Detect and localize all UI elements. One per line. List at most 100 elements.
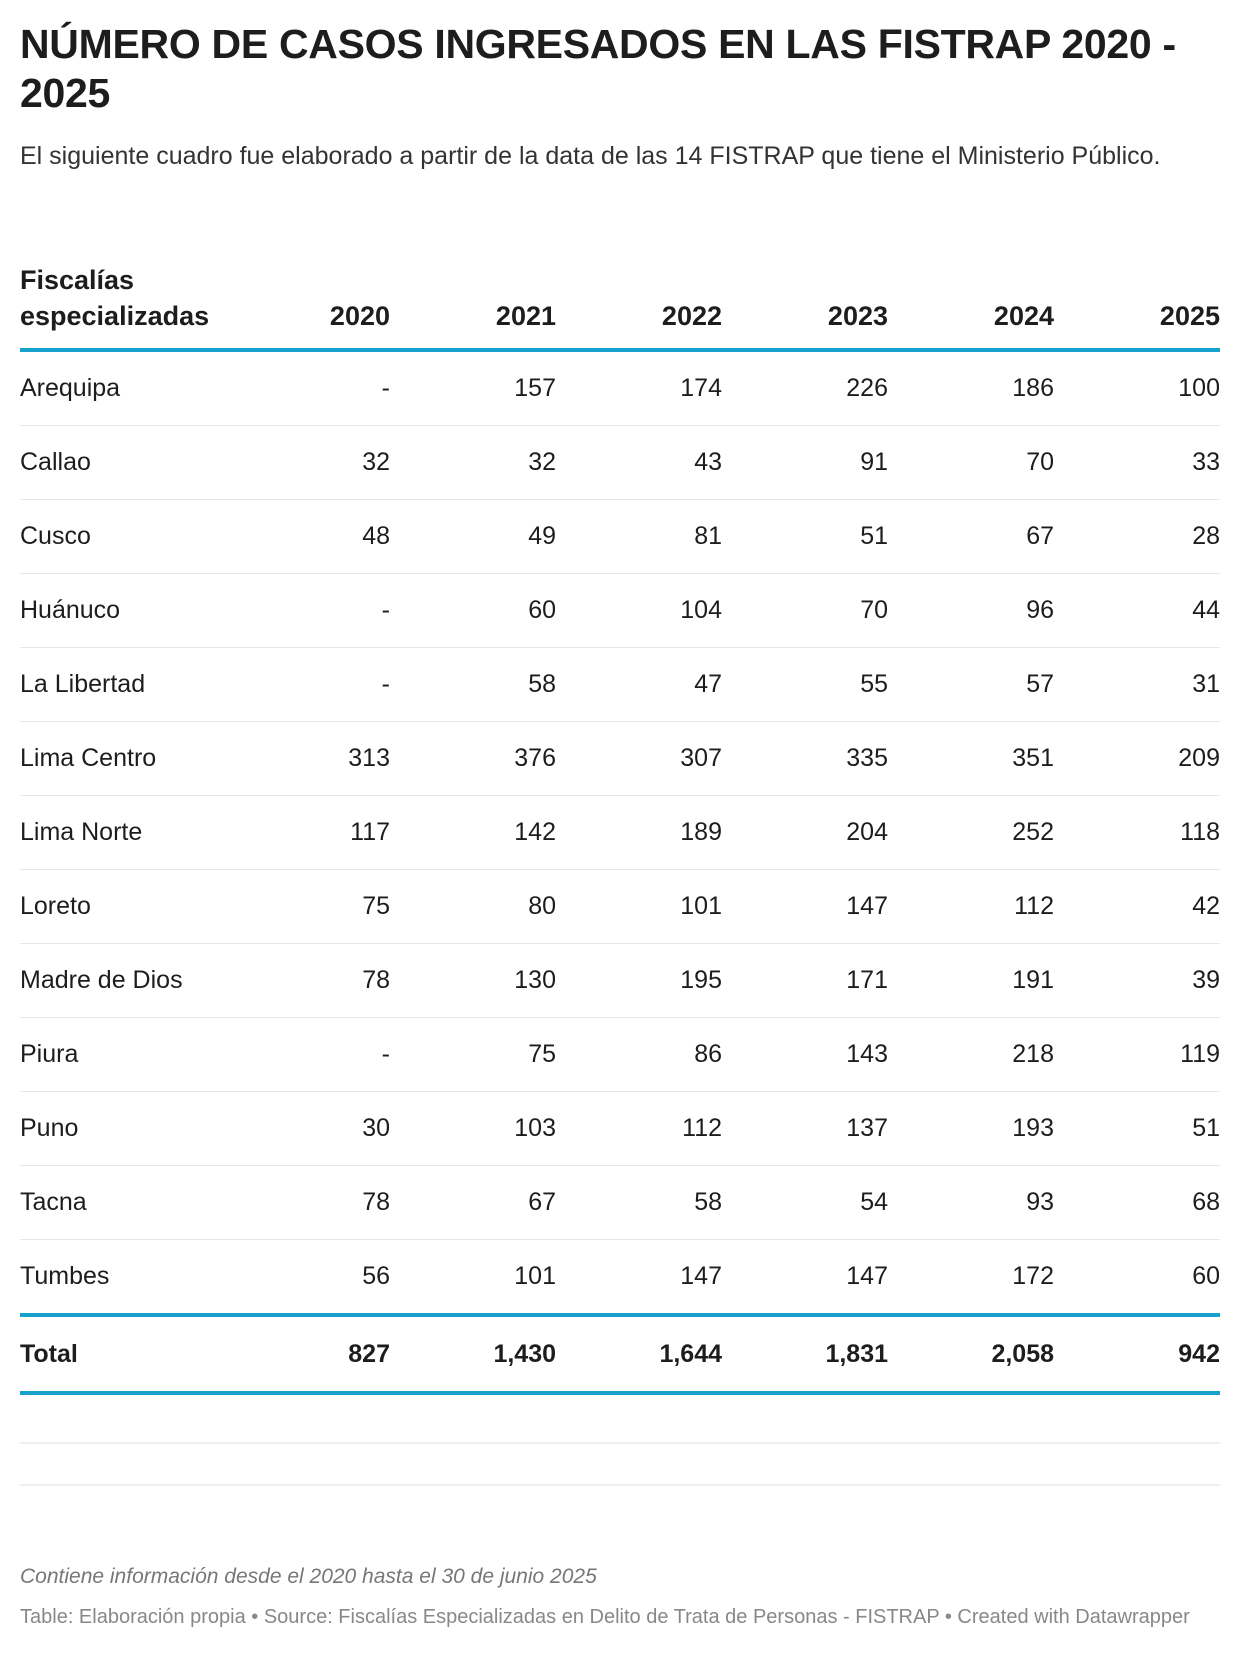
cell-value: 157 <box>390 350 556 426</box>
cell-value: 75 <box>224 869 390 944</box>
cell-value: 51 <box>1054 1091 1220 1166</box>
row-label: Arequipa <box>20 350 224 426</box>
cell-value: 252 <box>888 795 1054 870</box>
cell-value: 70 <box>888 425 1054 500</box>
cell-value: 60 <box>390 573 556 648</box>
cell-value: 51 <box>722 499 888 574</box>
cell-value: 81 <box>556 499 722 574</box>
cell-value: 189 <box>556 795 722 870</box>
row-label: Lima Centro <box>20 721 224 796</box>
empty-row-divider <box>20 1442 1220 1444</box>
column-header-year: 2025 <box>1054 262 1220 352</box>
header-row: Fiscalías especializadas 2020 2021 2022 2023… <box>20 262 1220 352</box>
cell-value: 172 <box>888 1239 1054 1317</box>
table-row: Puno 30 103 112 137 193 51 <box>20 1091 1220 1166</box>
table-row: Huánuco -60 104 70 96 44 <box>20 573 1220 648</box>
total-value: 942 <box>1054 1315 1220 1395</box>
cell-value: 47 <box>556 647 722 722</box>
page-title: NÚMERO DE CASOS INGRESADOS EN LAS FISTRA… <box>20 21 1176 116</box>
cell-value: 96 <box>888 573 1054 648</box>
cell-value: 101 <box>390 1239 556 1317</box>
cell-value: 78 <box>224 1165 390 1240</box>
cell-value: 60 <box>1054 1239 1220 1317</box>
cell-value: 193 <box>888 1091 1054 1166</box>
row-label: Huánuco <box>20 573 224 648</box>
table-row: La Libertad -58 47 55 57 31 <box>20 647 1220 722</box>
cell-value: - <box>224 1017 390 1092</box>
row-label: Callao <box>20 425 224 500</box>
total-value: 1,644 <box>556 1315 722 1395</box>
cell-value: 67 <box>390 1165 556 1240</box>
table-row: Tacna 78 67 58 54 93 68 <box>20 1165 1220 1240</box>
cell-value: 28 <box>1054 499 1220 574</box>
cell-value: 55 <box>722 647 888 722</box>
column-header-year: 2024 <box>888 262 1054 352</box>
cell-value: 32 <box>224 425 390 500</box>
column-header-year: 2022 <box>556 262 722 352</box>
cell-value: 335 <box>722 721 888 796</box>
table-row: Callao 32 32 43 91 70 33 <box>20 425 1220 500</box>
cell-value: - <box>224 647 390 722</box>
cell-value: 58 <box>556 1165 722 1240</box>
cell-value: 186 <box>888 350 1054 426</box>
total-value: 827 <box>224 1315 390 1395</box>
cell-value: 101 <box>556 869 722 944</box>
cell-value: - <box>224 350 390 426</box>
source-credit: Table: Elaboración propia • Source: Fisc… <box>20 1606 1190 1628</box>
cell-value: 42 <box>1054 869 1220 944</box>
cell-value: 56 <box>224 1239 390 1317</box>
table-row: Cusco 48 49 81 51 67 28 <box>20 499 1220 574</box>
cell-value: 91 <box>722 425 888 500</box>
row-label: Lima Norte <box>20 795 224 870</box>
table-row: Loreto 75 80 101 147 112 42 <box>20 869 1220 944</box>
table-row: Madre de Dios 78 130 195 171 191 39 <box>20 943 1220 1018</box>
cell-value: 376 <box>390 721 556 796</box>
cell-value: 49 <box>390 499 556 574</box>
table-row: Piura -75 86 143 218 119 <box>20 1017 1220 1092</box>
table-row: Arequipa -157 174 226 186 100 <box>20 350 1220 426</box>
cell-value: 209 <box>1054 721 1220 796</box>
row-label: Cusco <box>20 499 224 574</box>
cell-value: 32 <box>390 425 556 500</box>
footnote: Contiene información desde el 2020 hasta… <box>20 1565 597 1588</box>
cell-value: 130 <box>390 943 556 1018</box>
cell-value: 204 <box>722 795 888 870</box>
cell-value: 103 <box>390 1091 556 1166</box>
total-label: Total <box>20 1315 224 1395</box>
row-label: Madre de Dios <box>20 943 224 1018</box>
subtitle: El siguiente cuadro fue elaborado a part… <box>20 142 1161 170</box>
cell-value: 191 <box>888 943 1054 1018</box>
row-label: La Libertad <box>20 647 224 722</box>
cell-value: 100 <box>1054 350 1220 426</box>
data-table: Fiscalías especializadas 2020 2021 2022 2023… <box>20 262 1220 1395</box>
cell-value: 218 <box>888 1017 1054 1092</box>
cell-value: 142 <box>390 795 556 870</box>
column-header-year: 2021 <box>390 262 556 352</box>
cell-value: 112 <box>888 869 1054 944</box>
row-label: Tacna <box>20 1165 224 1240</box>
cell-value: 54 <box>722 1165 888 1240</box>
cell-value: 75 <box>390 1017 556 1092</box>
cell-value: 30 <box>224 1091 390 1166</box>
cell-value: 57 <box>888 647 1054 722</box>
cell-value: 39 <box>1054 943 1220 1018</box>
cell-value: 70 <box>722 573 888 648</box>
cell-value: 143 <box>722 1017 888 1092</box>
cell-value: 147 <box>722 869 888 944</box>
cell-value: 67 <box>888 499 1054 574</box>
empty-row-divider <box>20 1484 1220 1486</box>
cell-value: 195 <box>556 943 722 1018</box>
table-row: Tumbes 56 101 147 147 172 60 <box>20 1239 1220 1317</box>
cell-value: 31 <box>1054 647 1220 722</box>
row-label: Puno <box>20 1091 224 1166</box>
cell-value: 104 <box>556 573 722 648</box>
cell-value: 117 <box>224 795 390 870</box>
total-value: 1,831 <box>722 1315 888 1395</box>
column-header-fiscalia: Fiscalías especializadas <box>20 262 224 352</box>
cell-value: 43 <box>556 425 722 500</box>
cell-value: 44 <box>1054 573 1220 648</box>
cell-value: 80 <box>390 869 556 944</box>
column-header-year: 2020 <box>224 262 390 352</box>
cell-value: 68 <box>1054 1165 1220 1240</box>
total-value: 1,430 <box>390 1315 556 1395</box>
